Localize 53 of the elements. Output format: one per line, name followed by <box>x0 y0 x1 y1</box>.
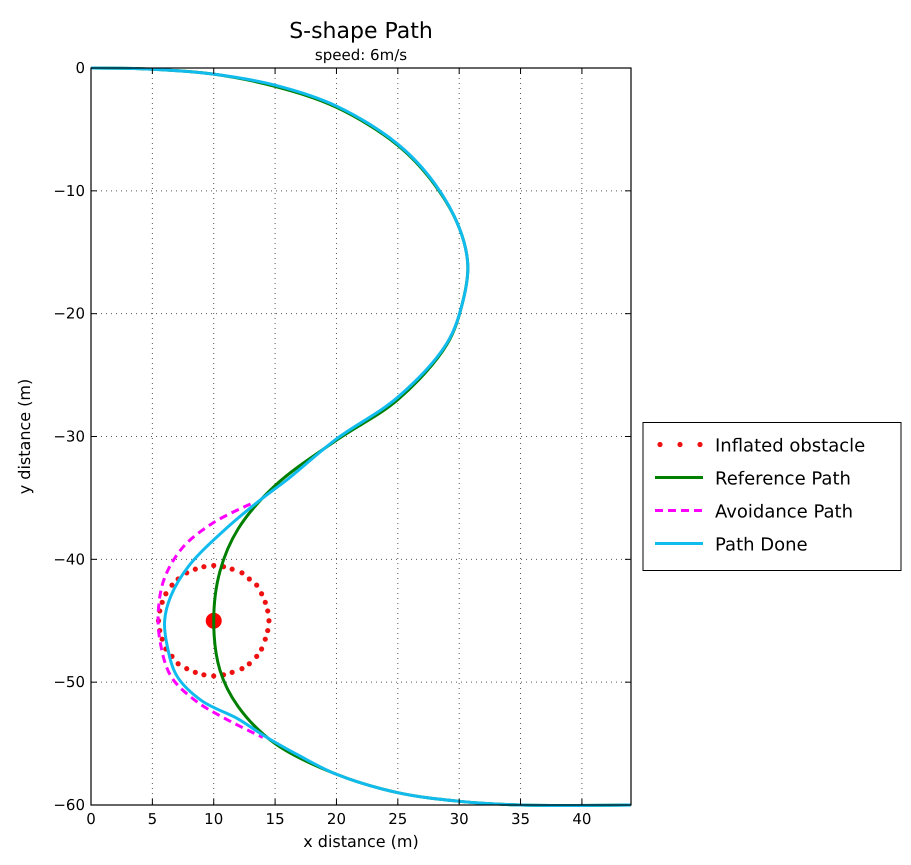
y-tick-label: 0 <box>75 59 85 77</box>
point <box>246 661 252 666</box>
point <box>169 582 175 588</box>
point <box>211 673 216 679</box>
y-axis-title: y distance (m) <box>15 378 34 494</box>
y-tick-label: −10 <box>53 182 85 200</box>
point <box>262 636 268 642</box>
x-tick-label: 0 <box>86 810 96 828</box>
point <box>239 666 245 672</box>
x-tick-label: 10 <box>204 810 224 828</box>
point <box>230 566 235 572</box>
legend-label: Inflated obstacle <box>715 436 866 456</box>
point <box>192 566 198 572</box>
x-axis-title: x distance (m) <box>303 832 419 851</box>
point <box>254 654 260 659</box>
point <box>211 562 216 568</box>
y-tick-label: −60 <box>53 796 85 814</box>
point <box>254 582 260 588</box>
legend-label: Path Done <box>715 534 808 556</box>
y-tick-label: −30 <box>53 428 85 446</box>
line-series <box>91 66 631 807</box>
point <box>160 600 165 605</box>
y-tick-label: −20 <box>53 304 85 323</box>
chart-subtitle: speed: 6m/s <box>314 46 408 64</box>
x-tick-label: 30 <box>450 810 469 828</box>
point <box>163 591 168 596</box>
x-tick-label: 5 <box>148 810 158 828</box>
x-tick-label: 35 <box>511 810 530 828</box>
point <box>176 661 181 666</box>
legend-label: Avoidance Path <box>715 502 854 522</box>
point <box>266 618 272 624</box>
point <box>258 646 264 652</box>
x-tick-label: 25 <box>388 810 408 828</box>
x-tick-label: 40 <box>572 810 592 828</box>
point <box>265 608 270 614</box>
chart-title: S-shape Path <box>289 19 433 44</box>
point <box>184 666 190 672</box>
line-series <box>156 502 264 739</box>
point <box>192 670 198 675</box>
x-tick-label: 15 <box>266 810 285 828</box>
y-tick-label: −40 <box>53 550 85 568</box>
point <box>201 564 207 570</box>
legend-label: Reference Path <box>715 468 851 490</box>
point <box>160 636 165 642</box>
point <box>230 670 235 675</box>
point <box>201 672 207 678</box>
x-tick-label: 20 <box>326 810 346 828</box>
point <box>265 628 270 634</box>
point <box>258 591 264 596</box>
point <box>262 600 268 605</box>
point <box>246 576 252 582</box>
y-tick-label: −50 <box>53 673 85 692</box>
point <box>239 570 245 576</box>
